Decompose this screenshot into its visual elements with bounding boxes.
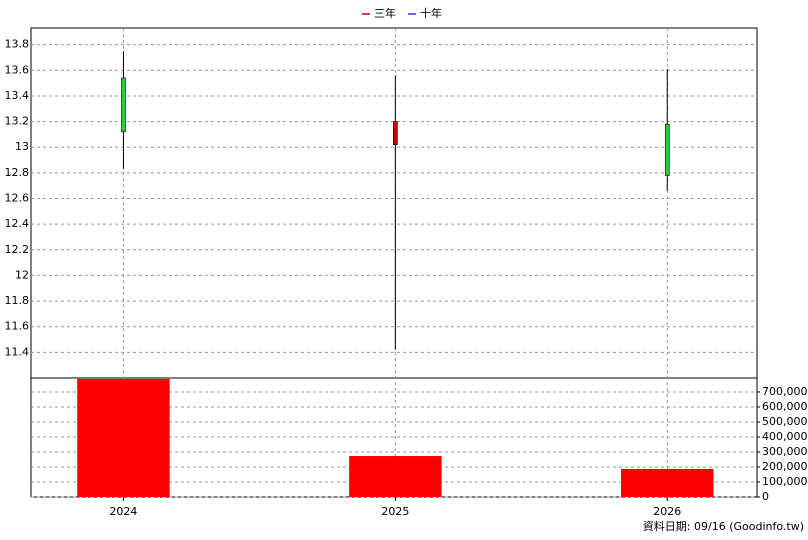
y-tick-label: 11.8 (5, 294, 30, 307)
x-tick-label: 2026 (653, 505, 681, 518)
y-tick-label: 11.6 (5, 320, 30, 333)
y2-tick-label: 200,000 (762, 460, 808, 473)
y-tick-label: 12.6 (5, 192, 30, 205)
y-tick-label: 13.2 (5, 115, 30, 128)
legend-label: 十年 (420, 6, 442, 20)
footer: 資料日期: 09/16 (Goodinfo.tw) (643, 519, 804, 533)
x-tick-label: 2025 (381, 505, 409, 518)
y-tick-label: 11.4 (5, 345, 30, 358)
y-tick-label: 13.6 (5, 63, 30, 76)
y2-tick-label: 0 (762, 490, 769, 503)
y2-tick-label: 600,000 (762, 400, 808, 413)
y2-tick-label: 300,000 (762, 445, 808, 458)
volume-bar (349, 456, 442, 497)
candle-body (121, 77, 126, 133)
volume-bar (77, 378, 170, 497)
y-tick-label: 12.8 (5, 166, 30, 179)
y-tick-label: 12.2 (5, 243, 30, 256)
x-tick-label: 2024 (109, 505, 137, 518)
volume-bar (621, 468, 714, 497)
y2-tick-label: 400,000 (762, 430, 808, 443)
y2-tick-label: 100,000 (762, 475, 808, 488)
candle-body (664, 123, 670, 176)
y-tick-label: 13.4 (5, 89, 30, 102)
y-tick-label: 13.8 (5, 38, 30, 51)
y2-tick-label: 700,000 (762, 385, 808, 398)
y-tick-label: 12 (15, 268, 29, 281)
y2-tick-label: 500,000 (762, 415, 808, 428)
y-tick-label: 12.4 (5, 217, 30, 230)
candle-body (393, 121, 398, 145)
y-tick-label: 13 (15, 140, 29, 153)
legend-label: 三年 (374, 6, 396, 20)
